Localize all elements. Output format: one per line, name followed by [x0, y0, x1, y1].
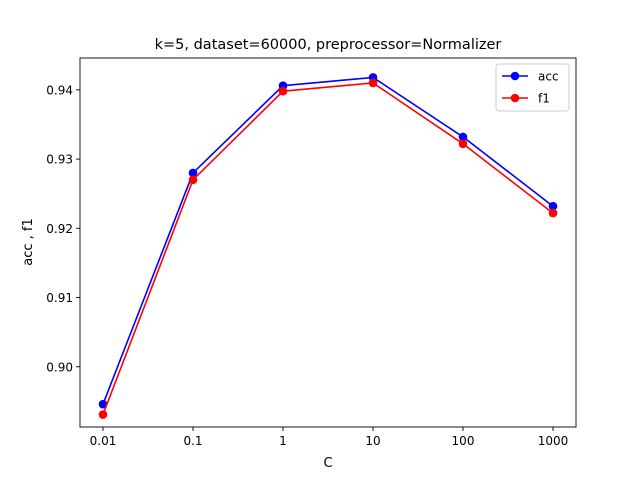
- data-point-f1-4: [458, 139, 468, 149]
- data-point-acc-1: [188, 168, 198, 178]
- y-tick-label-4: 0.94: [46, 83, 73, 97]
- y-tick-label-2: 0.92: [46, 222, 73, 236]
- data-point-f1-0: [98, 410, 108, 419]
- data-point-f1-1: [188, 175, 198, 185]
- y-tick-label-1: 0.91: [46, 291, 73, 305]
- x-tick-label-3: 10: [365, 434, 380, 448]
- plot-frame: [79, 57, 577, 428]
- series-line-f1: [102, 82, 554, 415]
- series-line-acc: [102, 76, 554, 405]
- x-axis-label: C: [323, 456, 332, 471]
- y-tick-label-0: 0.90: [46, 360, 73, 374]
- y-tick-label-3: 0.93: [46, 153, 73, 167]
- data-point-acc-0: [98, 399, 108, 409]
- y-axis-label: acc , f1: [21, 218, 36, 266]
- data-point-f1-3: [368, 78, 378, 88]
- legend: acc f1: [495, 63, 570, 112]
- x-tick-label-2: 1: [279, 434, 287, 448]
- x-tick-label-4: 100: [452, 434, 475, 448]
- legend-marker-f1: [510, 93, 520, 103]
- axes-layer: 0.01 0.1 1 10 100 1000 0.90 0.91 0.92 0.93 0.94: [46, 57, 577, 448]
- series-layer: [98, 73, 558, 419]
- data-point-acc-5: [548, 201, 558, 211]
- series-f1: [98, 78, 558, 419]
- x-tick-label-1: 0.1: [183, 434, 202, 448]
- chart-title: k=5, dataset=60000, preprocessor=Normali…: [155, 37, 502, 53]
- data-point-f1-5: [548, 208, 558, 218]
- legend-marker-acc: [510, 71, 520, 81]
- legend-label-f1: f1: [538, 92, 550, 106]
- data-point-f1-2: [278, 86, 288, 96]
- legend-label-acc: acc: [538, 70, 559, 84]
- data-point-acc-4: [458, 132, 468, 142]
- x-tick-label-0: 0.01: [90, 434, 117, 448]
- x-tick-label-5: 1000: [538, 434, 569, 448]
